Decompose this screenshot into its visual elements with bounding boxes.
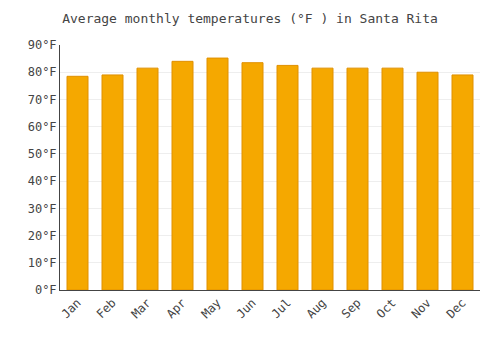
svg-text:90°F: 90°F [28, 38, 57, 52]
svg-text:Jun: Jun [234, 296, 259, 321]
svg-text:70°F: 70°F [28, 93, 57, 107]
svg-text:10°F: 10°F [28, 256, 57, 270]
svg-text:May: May [199, 296, 224, 321]
svg-text:Jul: Jul [269, 296, 294, 321]
svg-text:Feb: Feb [94, 296, 119, 321]
svg-text:40°F: 40°F [28, 174, 57, 188]
svg-text:Aug: Aug [304, 296, 329, 321]
svg-text:Dec: Dec [444, 296, 469, 321]
svg-text:Nov: Nov [409, 296, 434, 321]
svg-text:Jan: Jan [59, 296, 84, 321]
svg-text:Sep: Sep [339, 296, 364, 321]
svg-text:Mar: Mar [129, 296, 154, 321]
svg-text:Apr: Apr [164, 296, 189, 321]
svg-text:30°F: 30°F [28, 202, 57, 216]
svg-text:0°F: 0°F [35, 283, 57, 297]
svg-text:Average monthly temperatures (: Average monthly temperatures (°F ) in Sa… [62, 11, 438, 26]
svg-text:20°F: 20°F [28, 229, 57, 243]
svg-text:50°F: 50°F [28, 147, 57, 161]
svg-text:80°F: 80°F [28, 65, 57, 79]
svg-text:60°F: 60°F [28, 120, 57, 134]
svg-text:Oct: Oct [374, 296, 399, 321]
